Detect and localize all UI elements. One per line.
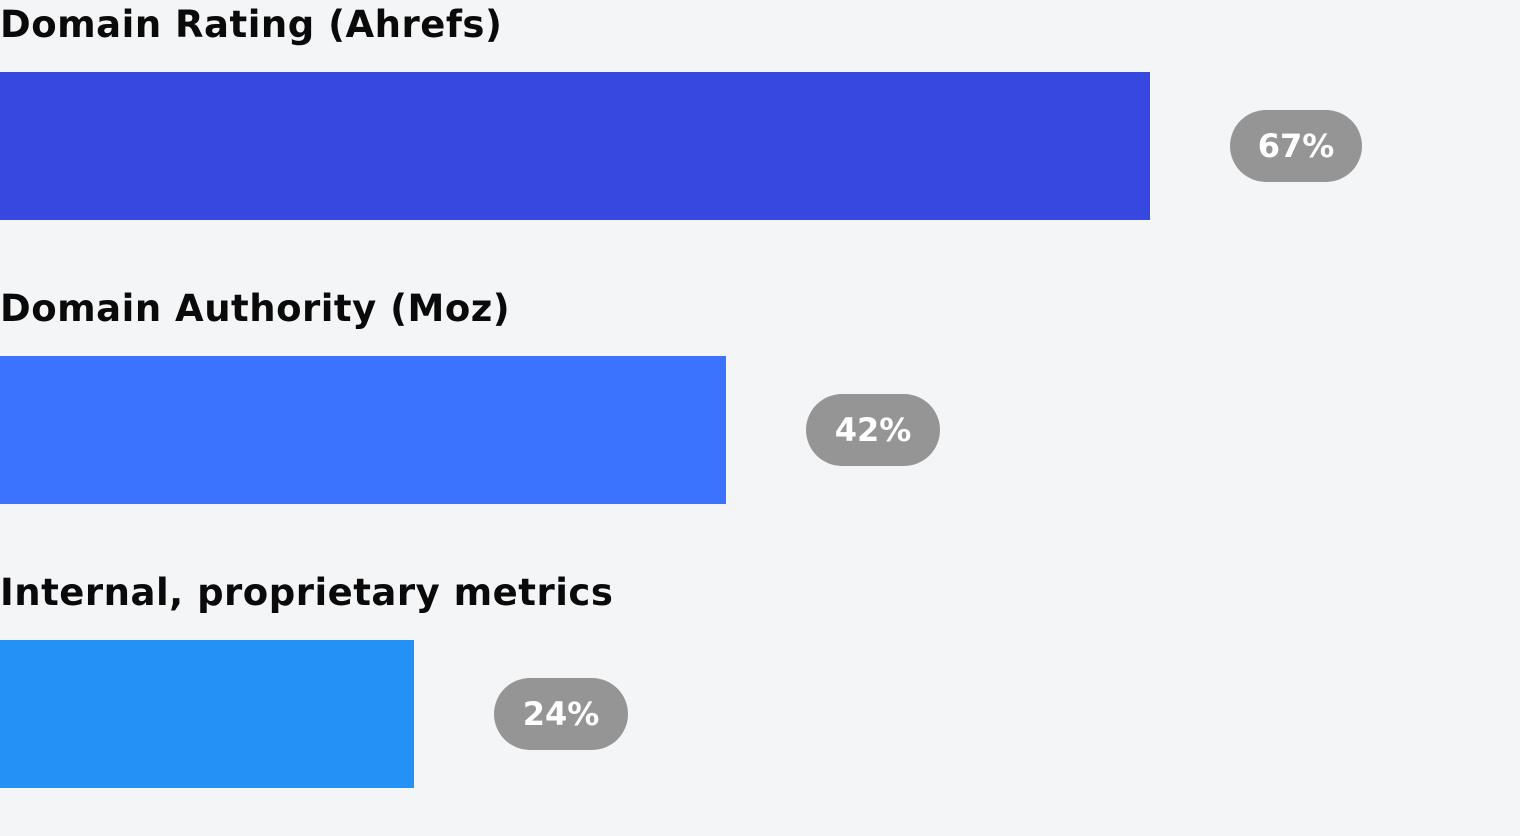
value-badge: 24% [494,678,628,750]
value-badge: 67% [1230,110,1362,182]
bar [0,640,414,788]
value-badge: 42% [806,394,940,466]
bar-label: Domain Rating (Ahrefs) [0,3,503,46]
bar [0,356,726,504]
bar [0,72,1150,220]
bar-label: Internal, proprietary metrics [0,571,614,614]
bar-label: Domain Authority (Moz) [0,287,511,330]
